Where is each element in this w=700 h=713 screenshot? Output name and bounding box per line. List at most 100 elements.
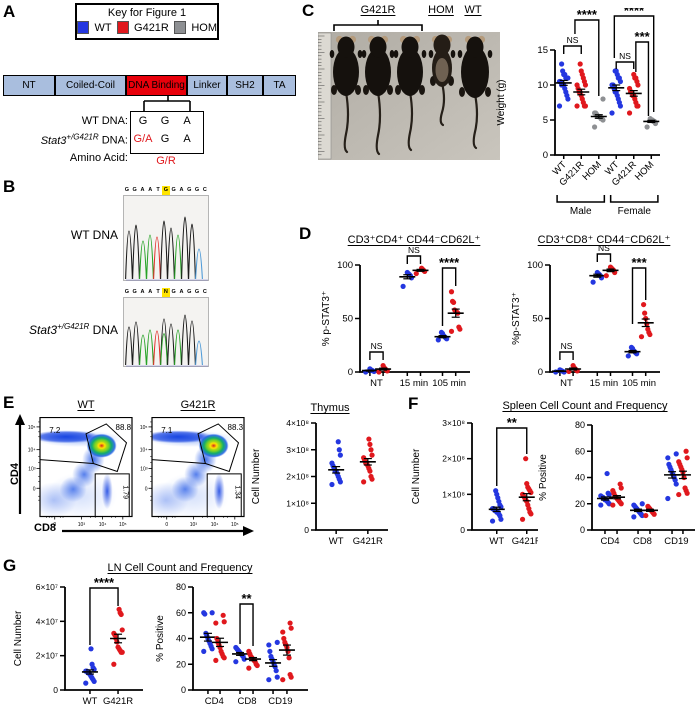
- svg-text:****: ****: [439, 255, 460, 270]
- dp-gate: [197, 423, 240, 473]
- svg-text:15: 15: [537, 45, 548, 56]
- svg-text:10⁴: 10⁴: [99, 522, 107, 528]
- domain-segment-linker: Linker: [187, 75, 227, 96]
- cd8-gate: [206, 473, 242, 516]
- svg-text:0: 0: [165, 522, 168, 528]
- wt-codon-3: A: [183, 115, 191, 127]
- svg-text:15 min: 15 min: [400, 378, 429, 389]
- spleen-title: Spleen Cell Count and Frequency: [502, 400, 668, 412]
- flow-overlay: 7.2 88.8 1.79 0 10³ 10⁴ 10⁵ 10⁵ 10⁴ 10³ 0: [28, 417, 133, 528]
- cd4-pstat3-chart: 0 50 100 % p-STAT3⁺ NT 15 min 105 min NS NS ****: [318, 226, 508, 396]
- dot-column: [278, 620, 295, 683]
- svg-text:4×10⁷: 4×10⁷: [36, 616, 58, 626]
- dot-column: [624, 344, 641, 359]
- chart-svg: 0 2×10⁷ 4×10⁷ 6×10⁷ Cell Number WT G421R ****: [13, 575, 143, 707]
- svg-text:0: 0: [543, 150, 548, 161]
- mut-codon-3: A: [183, 133, 191, 145]
- svg-text:0: 0: [304, 525, 309, 535]
- mouse: [428, 34, 456, 127]
- svg-text:Male: Male: [570, 206, 592, 217]
- spleen-frequency-chart: 0 20 40 60 80 % Positive CD4 CD8 CD19: [535, 400, 700, 562]
- svg-text:0: 0: [33, 486, 36, 492]
- trace-svg: [125, 314, 208, 367]
- svg-text:10⁴: 10⁴: [211, 522, 219, 528]
- ln-frequency-chart: 0 20 40 60 80 % Positive CD4 CD8 CD19 **: [152, 572, 322, 713]
- figure-key: Key for Figure 1 WT G421R HOM: [75, 3, 219, 40]
- wt-dna-row-label: WT DNA:: [81, 115, 128, 127]
- svg-text:**: **: [507, 415, 518, 430]
- domain-segment-nt: NT: [3, 75, 55, 96]
- svg-text:WT: WT: [83, 696, 98, 707]
- dot-column: [674, 448, 691, 498]
- svg-text:10⁴: 10⁴: [28, 448, 36, 454]
- amino-acid-value: G/R: [156, 155, 176, 167]
- mouse: [329, 35, 363, 154]
- domain-segment-coiled-coil: Coiled-Coil: [55, 75, 126, 96]
- domain-segment-dna-binding: DNA Binding: [126, 75, 187, 96]
- d1-title: CD3⁺CD4⁺ CD44⁻CD62L⁺: [347, 234, 481, 246]
- g421r-color-swatch: [116, 21, 130, 34]
- svg-text:***: ***: [635, 29, 651, 44]
- svg-text:10³: 10³: [190, 522, 198, 528]
- svg-text:CD4: CD4: [205, 696, 224, 707]
- svg-text:80: 80: [575, 420, 585, 430]
- mouse: [457, 35, 493, 150]
- domain-segment-sh2: SH2: [227, 75, 263, 96]
- cd8-gate: [94, 473, 130, 516]
- amino-acid-row-label: Amino Acid:: [69, 152, 128, 164]
- svg-text:Weight (g): Weight (g): [496, 80, 507, 126]
- dot-column: [641, 503, 658, 519]
- mut-codon-1: G/A: [133, 133, 153, 145]
- dot-column: [555, 61, 572, 109]
- svg-text:NS: NS: [561, 341, 573, 351]
- svg-text:10³: 10³: [140, 466, 148, 472]
- svg-text:0: 0: [460, 525, 465, 535]
- spleen-count-chart: 0 1×10⁸ 2×10⁸ 3×10⁸ Cell Number WT G421R **: [408, 400, 547, 562]
- dot-column: [608, 68, 625, 116]
- chromatogram-trace: [123, 195, 209, 281]
- flow-plot-wt: 7.2 88.8 1.79 0 10³ 10⁴ 10⁵ 10⁵ 10⁴ 10³ 0: [26, 417, 146, 537]
- svg-text:****: ****: [577, 8, 598, 22]
- svg-text:10⁵: 10⁵: [231, 522, 239, 528]
- dot-column: [565, 362, 582, 375]
- svg-text:40: 40: [176, 634, 186, 644]
- domain-segment-ta: TA: [263, 75, 296, 96]
- mut-dna-row-label: Stat3+/G421R DNA:: [40, 132, 128, 147]
- codon-box: G G A G/A G A: [130, 111, 204, 154]
- chart-svg: 0 50 100 %p-STAT3⁺ NT 15 min 105 min NS NS ***: [511, 243, 660, 389]
- dot-column: [488, 488, 505, 524]
- dot-column: [625, 71, 642, 116]
- svg-text:0: 0: [53, 522, 56, 528]
- svg-text:% Positive: % Positive: [538, 454, 549, 501]
- svg-text:3×10⁸: 3×10⁸: [442, 418, 465, 428]
- dot-column: [551, 367, 568, 375]
- svg-text:HOM: HOM: [580, 159, 604, 183]
- photo-label-wt: WT: [464, 4, 482, 16]
- svg-text:2×10⁷: 2×10⁷: [36, 651, 58, 661]
- svg-text:0: 0: [348, 367, 353, 378]
- mouse: [393, 35, 427, 152]
- svg-text:G421R: G421R: [103, 696, 133, 707]
- ruler: [317, 32, 332, 160]
- svg-text:CD19: CD19: [664, 536, 688, 547]
- svg-text:CD8: CD8: [238, 696, 257, 707]
- wt-chromatogram-label: WT DNA: [70, 228, 118, 242]
- svg-text:10: 10: [537, 80, 548, 91]
- cd8-pstat3-chart: 0 50 100 %p-STAT3⁺ NT 15 min 105 min NS NS ***: [508, 226, 698, 396]
- svg-text:7.2: 7.2: [49, 426, 61, 435]
- cd4-axis-arrow: [15, 414, 25, 514]
- svg-text:0: 0: [53, 685, 58, 695]
- svg-text:% Positive: % Positive: [155, 615, 166, 662]
- flow-header-wt: WT: [77, 399, 95, 411]
- photo-label-hom: HOM: [428, 4, 454, 16]
- chart-svg: 0 1×10⁸ 2×10⁸ 3×10⁸ 4×10⁸ Cell Number WT G421R: [251, 418, 388, 547]
- svg-text:NS: NS: [598, 243, 610, 253]
- svg-text:0: 0: [181, 685, 186, 695]
- svg-text:20: 20: [575, 499, 585, 509]
- dot-column: [602, 264, 619, 279]
- dot-column: [664, 451, 681, 502]
- svg-text:60: 60: [575, 446, 585, 456]
